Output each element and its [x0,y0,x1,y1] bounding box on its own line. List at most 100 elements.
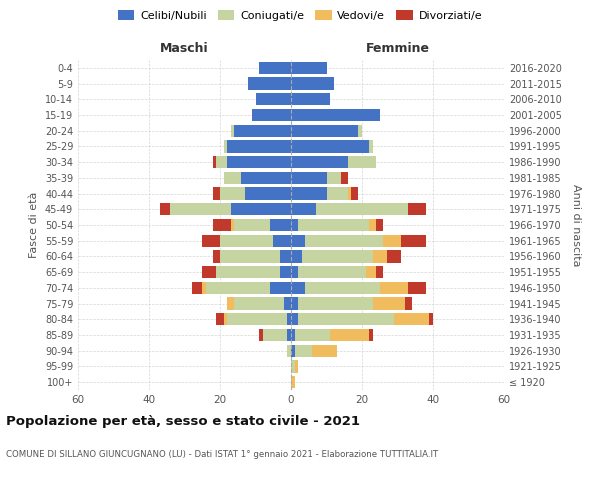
Bar [401,234,426,247]
Bar [291,156,348,168]
Text: Popolazione per età, sesso e stato civile - 2021: Popolazione per età, sesso e stato civil… [6,415,360,428]
Bar [291,109,380,121]
Bar [220,234,273,247]
Bar [217,313,224,326]
Bar [230,219,234,231]
Bar [213,219,230,231]
Bar [408,203,426,215]
Bar [326,188,348,200]
Bar [369,219,376,231]
Bar [291,298,298,310]
Bar [191,282,202,294]
Bar [295,360,298,372]
Bar [230,203,291,215]
Bar [291,329,295,341]
Bar [227,298,234,310]
Bar [202,282,206,294]
Bar [380,282,408,294]
Bar [280,266,291,278]
Bar [313,344,337,357]
Bar [291,62,326,74]
Bar [365,266,376,278]
Bar [383,234,401,247]
Bar [352,188,358,200]
Bar [358,124,362,137]
Bar [298,313,394,326]
Bar [252,109,291,121]
Bar [291,234,305,247]
Text: COMUNE DI SILLANO GIUNCUGNANO (LU) - Dati ISTAT 1° gennaio 2021 - Elaborazione T: COMUNE DI SILLANO GIUNCUGNANO (LU) - Dat… [6,450,438,459]
Bar [234,219,270,231]
Bar [270,219,291,231]
Bar [291,140,369,152]
Bar [341,172,348,184]
Bar [291,219,298,231]
Bar [295,329,330,341]
Bar [217,156,227,168]
Bar [263,329,287,341]
Bar [170,203,230,215]
Bar [348,188,352,200]
Text: Maschi: Maschi [160,42,209,55]
Bar [291,344,295,357]
Bar [270,282,291,294]
Bar [248,78,291,90]
Bar [291,124,358,137]
Bar [241,172,291,184]
Bar [291,313,298,326]
Bar [291,78,334,90]
Bar [234,298,284,310]
Bar [287,329,291,341]
Bar [291,376,295,388]
Bar [376,219,383,231]
Bar [373,250,387,262]
Bar [213,250,220,262]
Bar [326,172,341,184]
Bar [330,329,369,341]
Bar [316,203,408,215]
Bar [302,250,373,262]
Bar [227,140,291,152]
Legend: Celibi/Nubili, Coniugati/e, Vedovi/e, Divorziati/e: Celibi/Nubili, Coniugati/e, Vedovi/e, Di… [113,6,487,25]
Bar [234,124,291,137]
Text: Femmine: Femmine [365,42,430,55]
Bar [404,298,412,310]
Bar [287,313,291,326]
Bar [408,282,426,294]
Bar [224,172,241,184]
Bar [160,203,170,215]
Bar [291,282,305,294]
Y-axis label: Anni di nascita: Anni di nascita [571,184,581,266]
Bar [227,313,287,326]
Bar [376,266,383,278]
Bar [213,156,217,168]
Bar [287,344,291,357]
Bar [220,188,245,200]
Bar [213,188,220,200]
Bar [284,298,291,310]
Bar [245,188,291,200]
Bar [259,329,263,341]
Bar [394,313,430,326]
Bar [291,203,316,215]
Bar [227,156,291,168]
Bar [387,250,401,262]
Bar [298,266,365,278]
Bar [298,219,369,231]
Bar [230,124,234,137]
Bar [202,234,220,247]
Bar [217,266,280,278]
Bar [224,313,227,326]
Bar [369,140,373,152]
Bar [291,93,330,106]
Bar [259,62,291,74]
Bar [273,234,291,247]
Bar [305,282,380,294]
Bar [291,188,326,200]
Bar [305,234,383,247]
Bar [369,329,373,341]
Bar [220,250,280,262]
Bar [348,156,376,168]
Bar [291,250,302,262]
Bar [291,266,298,278]
